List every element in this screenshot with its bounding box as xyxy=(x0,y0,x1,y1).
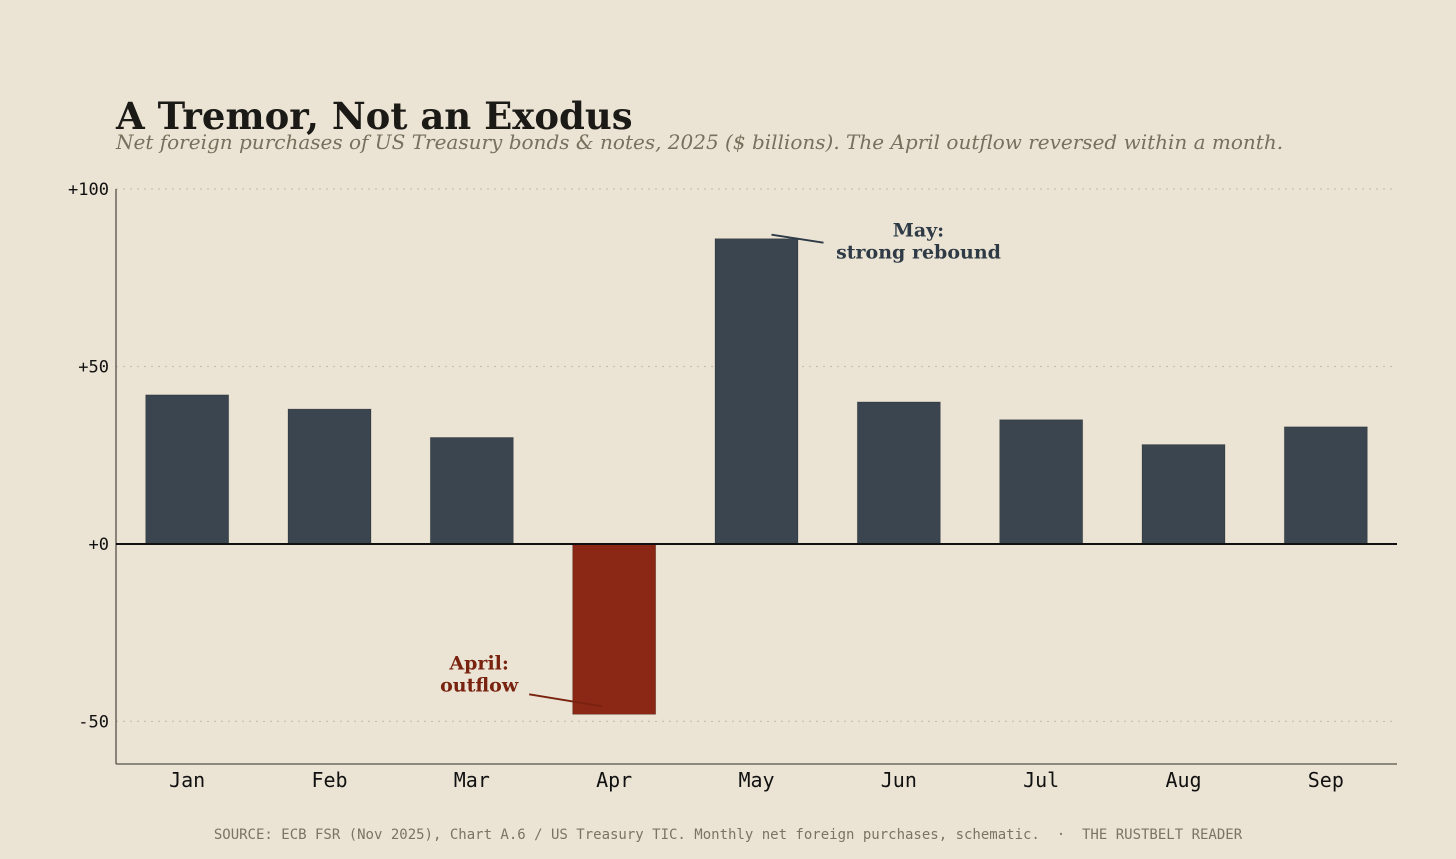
bar-jul xyxy=(999,419,1084,545)
x-tick-label: Jul xyxy=(1023,768,1059,792)
source-footer: SOURCE: ECB FSR (Nov 2025), Chart A.6 / … xyxy=(213,827,1243,843)
x-tick-label: Aug xyxy=(1165,768,1201,792)
annotation-may: May: strong rebound xyxy=(836,220,1001,264)
bar-aug xyxy=(1141,444,1226,545)
x-tick-label: Jan xyxy=(169,768,205,792)
annotation-arrow xyxy=(771,233,824,244)
annotation-arrow xyxy=(529,693,603,708)
chart-title: A Tremor, Not an Exodus xyxy=(116,94,633,138)
x-tick-label: Apr xyxy=(596,768,632,792)
bars xyxy=(145,238,1368,715)
bar-feb xyxy=(287,408,372,545)
x-tick-label: Mar xyxy=(454,768,490,792)
annotations: April: outflow May: strong rebound xyxy=(440,220,1001,708)
y-tick-label: -50 xyxy=(78,712,109,732)
x-tick-label: May xyxy=(738,768,774,792)
x-tick-label: Feb xyxy=(311,768,347,792)
axes xyxy=(115,189,1397,765)
x-tick-label: Jun xyxy=(881,768,917,792)
y-tick-label: +0 xyxy=(89,535,109,555)
annotation-line: strong rebound xyxy=(836,242,1001,264)
annotation-apr: April: outflow xyxy=(440,652,519,696)
bar-apr xyxy=(572,543,657,715)
x-tick-label: Sep xyxy=(1308,768,1344,792)
y-tick-label: +100 xyxy=(68,180,109,200)
x-tick-labels: Jan Feb Mar Apr May Jun Jul Aug Sep xyxy=(169,768,1344,792)
chart-subtitle: Net foreign purchases of US Treasury bon… xyxy=(116,130,1284,154)
bar-sep xyxy=(1283,426,1368,545)
bar-jan xyxy=(145,394,230,545)
bar-may xyxy=(714,238,799,545)
bar-mar xyxy=(429,437,514,545)
y-tick-label: +50 xyxy=(78,357,109,377)
annotation-line: May: xyxy=(893,220,944,242)
bar-jun xyxy=(856,401,941,545)
annotation-line: outflow xyxy=(440,674,519,696)
annotation-line: April: xyxy=(448,652,509,674)
y-tick-labels: -50 +0 +50 +100 xyxy=(68,180,109,732)
